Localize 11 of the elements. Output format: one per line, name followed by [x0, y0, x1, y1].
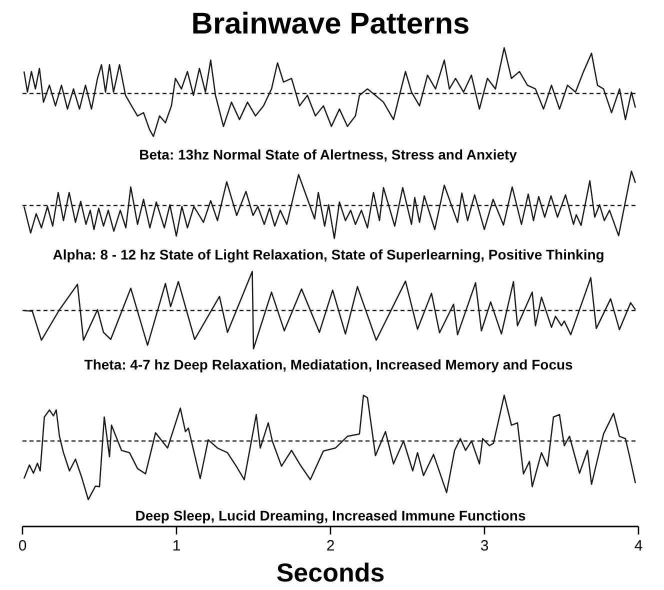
text: Beta: 13hz Normal State of Alertness, Stress and Anxiety [139, 146, 518, 162]
x-tick-label: 2 [326, 538, 335, 554]
x-tick-label: 4 [634, 538, 643, 554]
text: Deep Sleep, Lucid Dreaming, Increased Immune Functions [135, 508, 526, 524]
chart-title: Brainwave Patterns [191, 8, 470, 40]
x-tick-label: 1 [172, 538, 181, 554]
x-tick-label: 0 [18, 538, 27, 554]
text: Theta: 4-7 hz Deep Relaxation, Mediatation, Increased Memory and Focus [84, 356, 574, 372]
x-tick-label: 3 [480, 538, 489, 554]
text: Alpha: 8 - 12 hz State of Light Relaxation, State of Superlearning, Positive Thinking [52, 246, 604, 262]
x-axis-title: Seconds [276, 558, 385, 588]
